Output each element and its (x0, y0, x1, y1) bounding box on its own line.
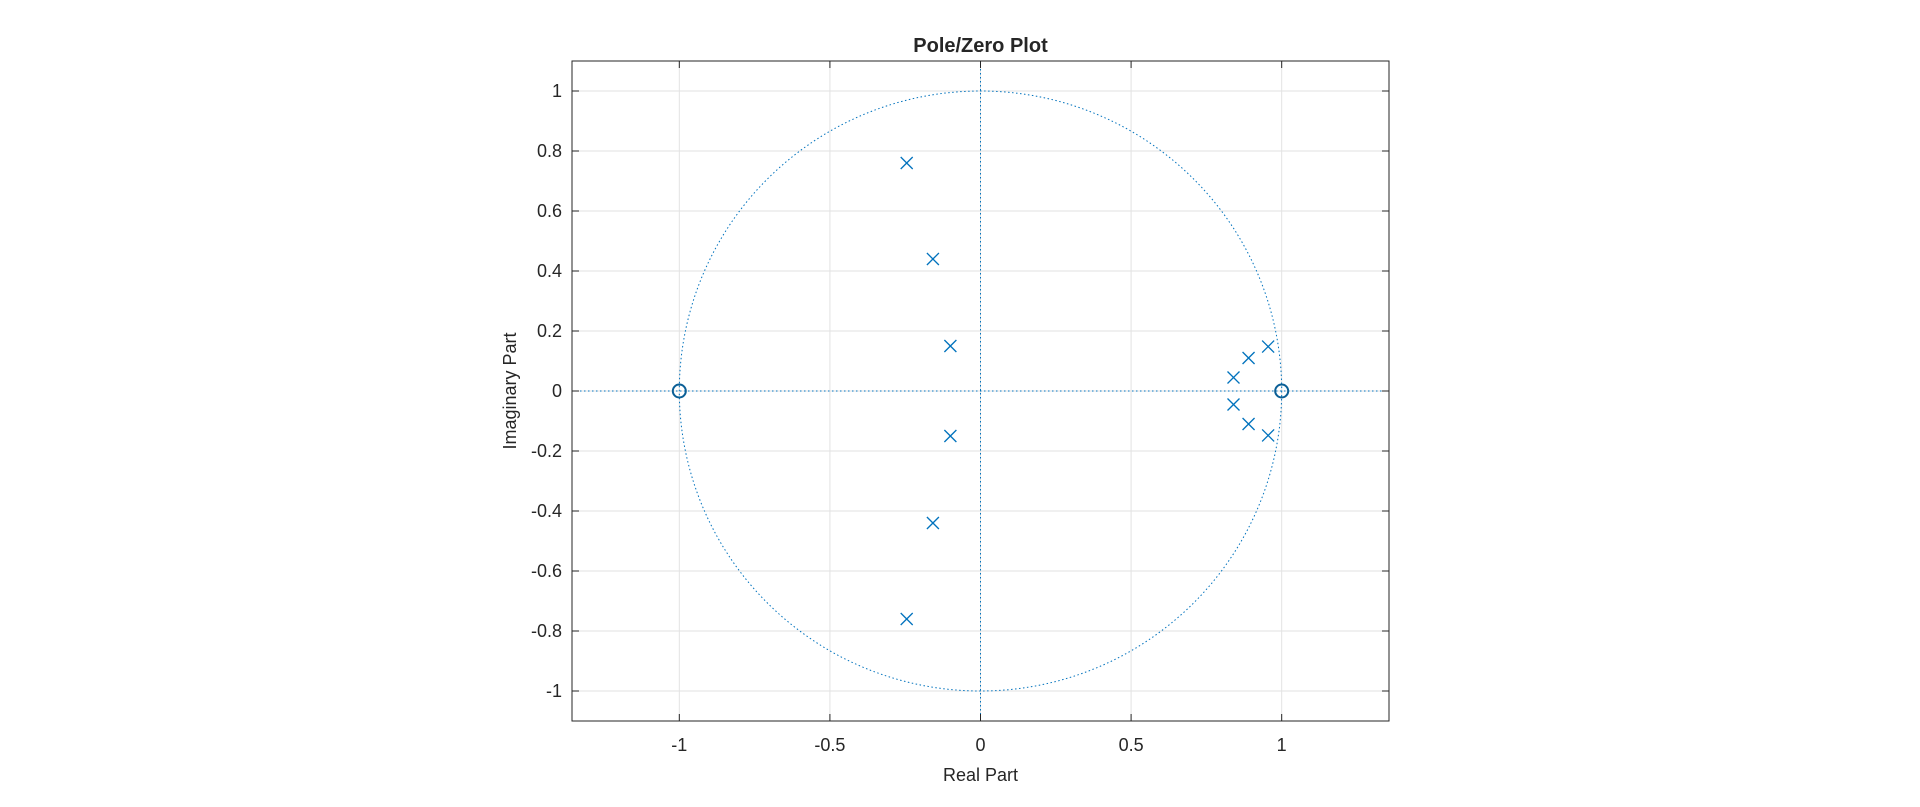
x-tick-label: -0.5 (814, 735, 845, 755)
unit-circle (678, 90, 1283, 692)
x-axis-label: Real Part (943, 765, 1018, 785)
y-tick-label: -0.4 (531, 501, 562, 521)
pole-marker-stroke (1242, 351, 1256, 365)
pole-marker (943, 339, 957, 353)
pole-marker-stroke (1227, 371, 1240, 384)
pole-marker (1261, 428, 1275, 442)
x-tick-label: -1 (671, 735, 687, 755)
pole-marker-stroke (943, 339, 957, 353)
pole-marker (1242, 417, 1256, 431)
zero-marker (671, 383, 687, 399)
zero-marker (1274, 383, 1290, 399)
y-tick-label: 0.2 (537, 321, 562, 341)
pole-marker (1261, 340, 1275, 354)
pole-marker-stroke (1261, 340, 1275, 354)
chart-title: Pole/Zero Plot (913, 35, 1048, 57)
pole-marker-stroke (926, 516, 940, 530)
pole-marker-stroke (900, 156, 914, 170)
pole-marker-stroke (926, 252, 940, 266)
pole-marker (1227, 398, 1240, 411)
pole-marker (1227, 371, 1240, 384)
y-tick-label: 1 (552, 81, 562, 101)
pole-marker-stroke (1261, 428, 1275, 442)
x-tick-label: 0 (975, 735, 985, 755)
y-tick-label: -0.6 (531, 561, 562, 581)
y-axis-label: Imaginary Part (500, 332, 520, 449)
pole-marker (943, 429, 957, 443)
y-tick-label: 0.8 (537, 141, 562, 161)
pole-marker (900, 156, 914, 170)
pole-marker-stroke (1227, 398, 1240, 411)
y-tick-label: -1 (546, 681, 562, 701)
y-tick-label: -0.2 (531, 441, 562, 461)
pole-marker (1242, 351, 1256, 365)
y-tick-label: 0.4 (537, 261, 562, 281)
pole-marker-stroke (900, 612, 914, 626)
y-tick-label: 0 (552, 381, 562, 401)
pole-marker (900, 612, 914, 626)
reference-lines (572, 61, 1389, 721)
pole-marker (926, 252, 940, 266)
y-tick-label: 0.6 (537, 201, 562, 221)
x-tick-label: 1 (1277, 735, 1287, 755)
ticks: -1 -0.5 0 0.5 1 -1 -0.8 -0.6 -0.4 -0.2 0 0.2 0.4 0.6 0… (531, 61, 1389, 755)
y-tick-label: -0.8 (531, 621, 562, 641)
pole-marker-stroke (943, 429, 957, 443)
x-tick-label: 0.5 (1119, 735, 1144, 755)
pole-marker-stroke (1242, 417, 1256, 431)
pole-marker (926, 516, 940, 530)
plot-data (671, 156, 1290, 626)
